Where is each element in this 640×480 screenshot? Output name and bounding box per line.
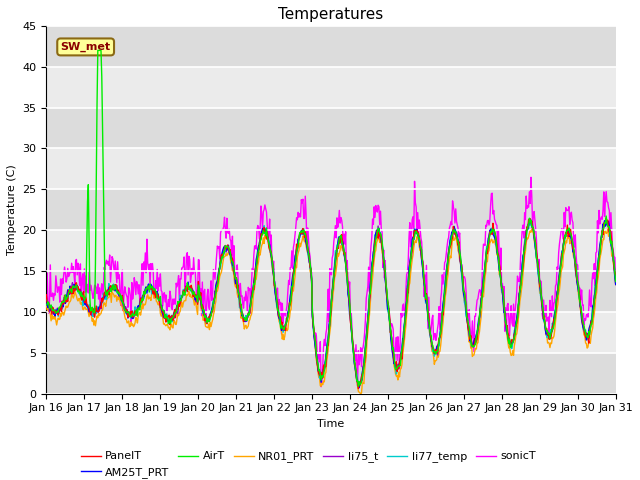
- li77_temp: [526, 217, 534, 223]
- sonicT: [111, 258, 119, 264]
- li75_t: [53, 307, 61, 313]
- li75_t: [169, 313, 177, 319]
- li77_temp: [418, 252, 426, 258]
- PanelT: [111, 282, 119, 288]
- PanelT: [42, 292, 50, 298]
- Y-axis label: Temperature (C): Temperature (C): [7, 164, 17, 255]
- Text: SW_met: SW_met: [61, 42, 111, 52]
- AM25T_PRT: [355, 385, 363, 391]
- li75_t: [355, 384, 363, 390]
- sonicT: [317, 384, 325, 390]
- li77_temp: [612, 276, 620, 282]
- NR01_PRT: [169, 325, 177, 331]
- Bar: [46, 26, 616, 67]
- PanelT: [53, 310, 61, 315]
- PanelT: [418, 255, 426, 261]
- Bar: [46, 67, 616, 108]
- AM25T_PRT: [526, 216, 534, 222]
- Bar: [46, 353, 616, 394]
- li75_t: [528, 218, 536, 224]
- PanelT: [169, 317, 177, 323]
- li77_temp: [401, 315, 409, 321]
- NR01_PRT: [357, 391, 365, 396]
- PanelT: [355, 386, 362, 392]
- li75_t: [401, 317, 409, 323]
- sonicT: [42, 285, 50, 290]
- AirT: [200, 307, 208, 312]
- Line: AM25T_PRT: AM25T_PRT: [46, 219, 616, 388]
- sonicT: [527, 174, 535, 180]
- li75_t: [199, 308, 207, 314]
- Bar: [46, 271, 616, 312]
- Line: li75_t: li75_t: [46, 221, 616, 387]
- Bar: [46, 108, 616, 148]
- NR01_PRT: [401, 330, 409, 336]
- AM25T_PRT: [53, 310, 61, 316]
- Line: PanelT: PanelT: [46, 218, 616, 389]
- AM25T_PRT: [401, 316, 409, 322]
- NR01_PRT: [418, 253, 426, 259]
- X-axis label: Time: Time: [317, 419, 344, 429]
- AirT: [112, 286, 120, 292]
- li77_temp: [42, 296, 50, 302]
- NR01_PRT: [604, 226, 612, 232]
- AirT: [612, 278, 620, 284]
- PanelT: [401, 320, 409, 326]
- Bar: [46, 312, 616, 353]
- sonicT: [53, 281, 61, 287]
- li75_t: [418, 256, 426, 262]
- Line: sonicT: sonicT: [46, 177, 616, 387]
- AM25T_PRT: [42, 301, 50, 307]
- AirT: [42, 302, 50, 308]
- AM25T_PRT: [418, 258, 426, 264]
- NR01_PRT: [199, 317, 207, 323]
- li75_t: [111, 288, 119, 294]
- li75_t: [42, 293, 50, 299]
- Line: li77_temp: li77_temp: [46, 220, 616, 385]
- sonicT: [612, 280, 620, 286]
- li77_temp: [111, 282, 119, 288]
- Title: Temperatures: Temperatures: [278, 7, 383, 22]
- li77_temp: [355, 382, 362, 388]
- li75_t: [612, 276, 620, 282]
- li77_temp: [53, 310, 61, 315]
- AirT: [402, 312, 410, 317]
- Bar: [46, 148, 616, 189]
- AM25T_PRT: [612, 282, 620, 288]
- Line: AirT: AirT: [46, 50, 616, 386]
- AM25T_PRT: [199, 309, 207, 314]
- sonicT: [401, 310, 409, 316]
- NR01_PRT: [42, 302, 50, 308]
- sonicT: [169, 296, 177, 302]
- PanelT: [199, 305, 207, 311]
- NR01_PRT: [53, 322, 61, 328]
- NR01_PRT: [612, 282, 620, 288]
- PanelT: [612, 272, 620, 278]
- Line: NR01_PRT: NR01_PRT: [46, 229, 616, 394]
- AM25T_PRT: [169, 315, 177, 321]
- Legend: PanelT, AM25T_PRT, AirT, NR01_PRT, li75_t, li77_temp, sonicT: PanelT, AM25T_PRT, AirT, NR01_PRT, li75_…: [76, 447, 540, 480]
- li77_temp: [169, 315, 177, 321]
- AirT: [419, 259, 426, 265]
- AirT: [170, 313, 178, 319]
- sonicT: [199, 307, 207, 313]
- li77_temp: [199, 311, 207, 317]
- Bar: [46, 230, 616, 271]
- AirT: [355, 384, 362, 389]
- Bar: [46, 189, 616, 230]
- NR01_PRT: [111, 293, 119, 299]
- sonicT: [418, 239, 426, 245]
- AirT: [53, 310, 61, 315]
- AirT: [94, 48, 102, 53]
- AM25T_PRT: [111, 288, 119, 293]
- PanelT: [602, 215, 610, 221]
